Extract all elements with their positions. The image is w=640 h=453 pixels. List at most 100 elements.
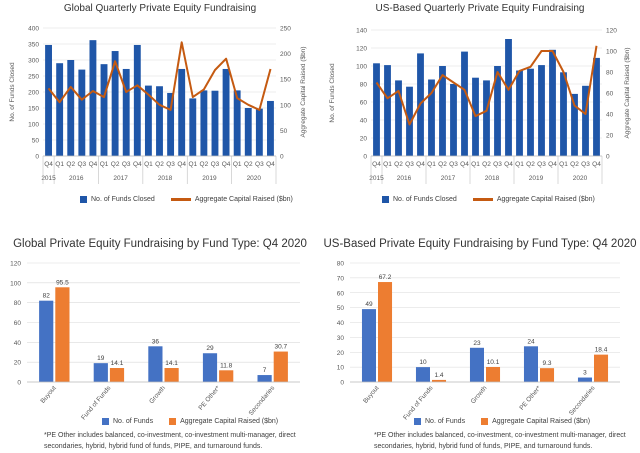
x-tick-label: Buyout <box>39 385 57 405</box>
y2-axis-label: Aggregate Capital Raised ($bn) <box>624 47 631 138</box>
y-tick-label: 300 <box>28 58 39 65</box>
x-tick-quarter: Q1 <box>100 161 109 168</box>
bar-funds-closed <box>395 80 402 156</box>
legend-item-capital-raised: Aggregate Capital Raised ($bn) <box>169 418 278 425</box>
chart-us-fund-type: US-Based Private Equity Fundraising by F… <box>320 232 640 453</box>
legend: No. of Funds Closed Aggregate Capital Ra… <box>80 196 293 203</box>
bar-funds-closed <box>384 65 391 156</box>
legend-label: No. of Funds Closed <box>91 196 155 203</box>
line-capital-raised <box>47 41 272 111</box>
x-tick-year: 2020 <box>573 175 588 182</box>
chart-us-quarterly: US-Based Quarterly Private Equity Fundra… <box>320 0 640 212</box>
y-tick-label: 140 <box>356 28 367 35</box>
bar-capital-raised <box>594 354 609 382</box>
y2-tick-label: 120 <box>606 28 617 35</box>
legend-swatch-orange <box>481 418 489 425</box>
x-tick-label: Secondaries <box>248 384 277 417</box>
y2-tick-label: 20 <box>606 133 614 140</box>
bar-funds-closed <box>428 79 435 156</box>
bar-funds-closed <box>560 72 567 156</box>
bar-funds-closed <box>244 108 252 156</box>
y2-tick-label: 200 <box>280 51 291 58</box>
chart-title: US-Based Private Equity Fundraising by F… <box>323 238 637 250</box>
legend-swatch-burnt <box>170 198 191 201</box>
data-label: 7 <box>263 367 267 374</box>
x-tick-quarter: Q4 <box>222 161 231 168</box>
x-tick-label: Growth <box>148 384 167 405</box>
bar-no-of-funds <box>93 363 108 382</box>
bar-funds-closed <box>461 51 468 156</box>
x-tick-year: 2018 <box>158 175 173 182</box>
y-tick-label: 0 <box>35 154 39 161</box>
bar-no-of-funds <box>39 300 54 382</box>
legend-swatch-blue <box>414 418 421 425</box>
x-tick-quarter: Q1 <box>559 161 568 168</box>
us-fund-type-plot: 0 10 20 30 40 50 60 70 80 49 67.2 Buyout 10 1.4 Fund o… <box>337 261 620 421</box>
x-tick-year: 2017 <box>113 175 128 182</box>
bar-capital-raised <box>273 351 288 382</box>
x-tick-quarter: Q3 <box>581 161 590 168</box>
legend-label: Aggregate Capital Raised ($bn) <box>194 196 293 203</box>
y-tick-label: 60 <box>14 320 22 327</box>
x-tick-year: 2019 <box>202 175 217 182</box>
y2-tick-label: 100 <box>280 102 291 109</box>
y2-tick-label: 0 <box>280 154 284 161</box>
data-label: 82 <box>43 293 51 300</box>
bar-funds-closed <box>45 44 52 156</box>
bar-funds-closed <box>571 93 578 156</box>
legend-label: No. of Funds <box>113 418 154 425</box>
bar-funds-closed <box>156 86 163 156</box>
x-tick-quarter: Q2 <box>438 161 447 168</box>
legend-swatch-orange <box>169 418 177 425</box>
data-label: 14.1 <box>111 360 124 367</box>
x-tick-quarter: Q1 <box>55 161 64 168</box>
y-axis-label: No. of Funds Closed <box>329 63 336 123</box>
bar-no-of-funds <box>202 353 218 382</box>
y-tick-label: 0 <box>340 380 344 387</box>
x-tick-quarter: Q2 <box>200 161 209 168</box>
data-label: 10 <box>419 359 427 366</box>
x-tick-quarter: Q4 <box>266 161 275 168</box>
x-tick-year: 2020 <box>247 175 262 182</box>
x-tick-quarter: Q4 <box>89 161 98 168</box>
bar-funds-closed <box>439 66 446 156</box>
x-tick-label: PE Other* <box>197 384 221 411</box>
bar-capital-raised <box>540 368 555 382</box>
bar-funds-closed <box>267 100 274 156</box>
bar-funds-closed <box>56 63 64 157</box>
data-label: 49 <box>365 301 373 308</box>
data-label: 24 <box>527 338 535 345</box>
y2-tick-label: 40 <box>606 112 614 119</box>
y-tick-label: 80 <box>337 261 345 268</box>
legend-item-no-of-funds: No. of Funds <box>414 418 465 425</box>
y2-tick-label: 150 <box>280 77 291 84</box>
bar-funds-closed <box>255 108 263 156</box>
data-label: 67.2 <box>379 274 392 281</box>
x-tick-quarter: Q3 <box>211 161 220 168</box>
y-tick-label: 0 <box>17 380 21 387</box>
bar-no-of-funds <box>523 346 538 382</box>
data-label: 18.4 <box>595 347 608 354</box>
bar-no-of-funds <box>361 309 376 382</box>
x-tick-quarter: Q2 <box>111 161 120 168</box>
bar-funds-closed <box>222 68 230 156</box>
x-tick-label: Fund of Funds <box>80 384 113 421</box>
y-tick-label: 400 <box>28 26 39 33</box>
bar-capital-raised <box>486 366 501 382</box>
y2-tick-label: 50 <box>280 128 288 135</box>
legend: No. of Funds Aggregate Capital Raised ($… <box>102 418 278 425</box>
x-tick-quarter: Q2 <box>244 161 253 168</box>
x-tick-quarter: Q4 <box>133 161 142 168</box>
data-label: 3 <box>583 370 587 377</box>
legend-swatch-navy <box>382 196 389 203</box>
bar-funds-closed <box>200 90 208 156</box>
x-tick-quarter: Q1 <box>188 161 197 168</box>
x-tick-quarter: Q4 <box>416 161 425 168</box>
x-tick-quarter: Q2 <box>66 161 75 168</box>
y-tick-label: 0 <box>363 154 367 161</box>
footnote: *PE Other includes balanced, co-investme… <box>44 432 296 450</box>
x-tick-quarter: Q2 <box>482 161 491 168</box>
data-label: 95.5 <box>56 279 69 286</box>
bar-funds-closed <box>122 68 130 156</box>
bar-capital-raised <box>219 370 234 382</box>
